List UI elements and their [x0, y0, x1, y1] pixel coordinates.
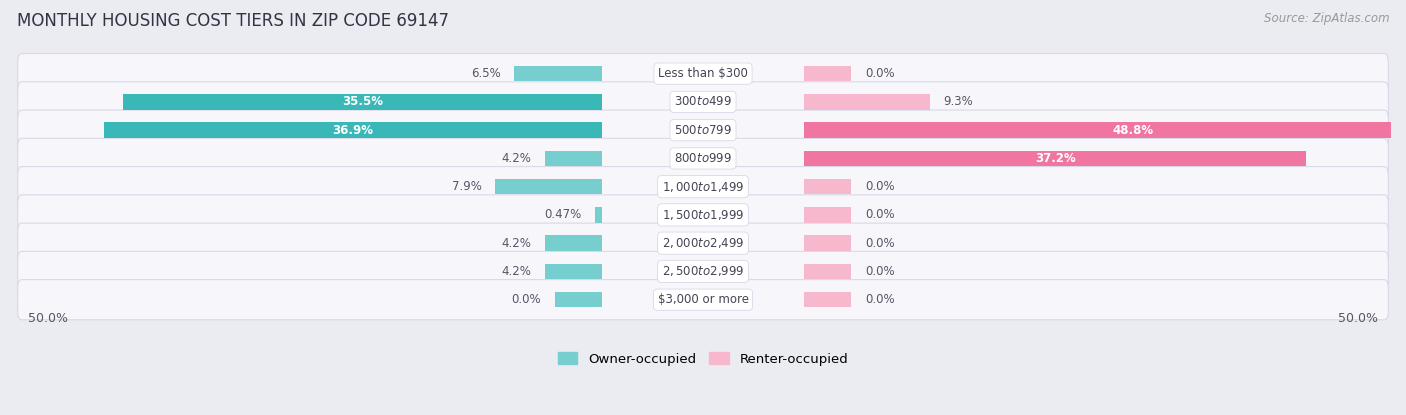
- Text: 4.2%: 4.2%: [502, 237, 531, 250]
- Bar: [804, 151, 1306, 166]
- Text: $1,000 to $1,499: $1,000 to $1,499: [662, 180, 744, 194]
- Bar: [804, 207, 852, 223]
- FancyBboxPatch shape: [18, 54, 1388, 94]
- Text: 7.9%: 7.9%: [451, 180, 482, 193]
- Text: 50.0%: 50.0%: [1337, 312, 1378, 325]
- Text: 9.3%: 9.3%: [943, 95, 973, 108]
- Bar: [546, 235, 602, 251]
- Text: 0.47%: 0.47%: [544, 208, 582, 222]
- Text: 0.0%: 0.0%: [865, 208, 894, 222]
- Text: $2,500 to $2,999: $2,500 to $2,999: [662, 264, 744, 278]
- Text: $500 to $799: $500 to $799: [673, 124, 733, 137]
- Text: 4.2%: 4.2%: [502, 152, 531, 165]
- Text: $1,500 to $1,999: $1,500 to $1,999: [662, 208, 744, 222]
- Bar: [804, 179, 852, 195]
- Text: 36.9%: 36.9%: [332, 124, 374, 137]
- Text: $3,000 or more: $3,000 or more: [658, 293, 748, 306]
- Bar: [804, 94, 929, 110]
- Text: 35.5%: 35.5%: [342, 95, 382, 108]
- Text: 37.2%: 37.2%: [1035, 152, 1076, 165]
- Legend: Owner-occupied, Renter-occupied: Owner-occupied, Renter-occupied: [553, 347, 853, 371]
- Bar: [495, 179, 602, 195]
- Text: $2,000 to $2,499: $2,000 to $2,499: [662, 236, 744, 250]
- Text: $300 to $499: $300 to $499: [673, 95, 733, 108]
- Bar: [554, 292, 602, 308]
- Text: Less than $300: Less than $300: [658, 67, 748, 80]
- Text: 0.0%: 0.0%: [865, 67, 894, 80]
- Bar: [546, 151, 602, 166]
- Text: 0.0%: 0.0%: [865, 265, 894, 278]
- FancyBboxPatch shape: [18, 82, 1388, 122]
- Text: 0.0%: 0.0%: [865, 180, 894, 193]
- FancyBboxPatch shape: [18, 110, 1388, 150]
- Text: MONTHLY HOUSING COST TIERS IN ZIP CODE 69147: MONTHLY HOUSING COST TIERS IN ZIP CODE 6…: [17, 12, 449, 30]
- FancyBboxPatch shape: [18, 280, 1388, 320]
- FancyBboxPatch shape: [18, 195, 1388, 235]
- FancyBboxPatch shape: [18, 166, 1388, 207]
- Text: Source: ZipAtlas.com: Source: ZipAtlas.com: [1264, 12, 1389, 25]
- Bar: [596, 207, 602, 223]
- Bar: [104, 122, 602, 138]
- Bar: [804, 264, 852, 279]
- Bar: [546, 264, 602, 279]
- Bar: [515, 66, 602, 81]
- Text: 0.0%: 0.0%: [865, 293, 894, 306]
- Text: 48.8%: 48.8%: [1112, 124, 1154, 137]
- FancyBboxPatch shape: [18, 138, 1388, 178]
- Bar: [122, 94, 602, 110]
- Text: 0.0%: 0.0%: [865, 237, 894, 250]
- Bar: [804, 66, 852, 81]
- Bar: [804, 235, 852, 251]
- FancyBboxPatch shape: [18, 223, 1388, 263]
- Text: 6.5%: 6.5%: [471, 67, 501, 80]
- Text: 0.0%: 0.0%: [512, 293, 541, 306]
- Bar: [804, 292, 852, 308]
- Text: 4.2%: 4.2%: [502, 265, 531, 278]
- Bar: [804, 122, 1406, 138]
- Text: 50.0%: 50.0%: [28, 312, 69, 325]
- Text: $800 to $999: $800 to $999: [673, 152, 733, 165]
- FancyBboxPatch shape: [18, 251, 1388, 291]
